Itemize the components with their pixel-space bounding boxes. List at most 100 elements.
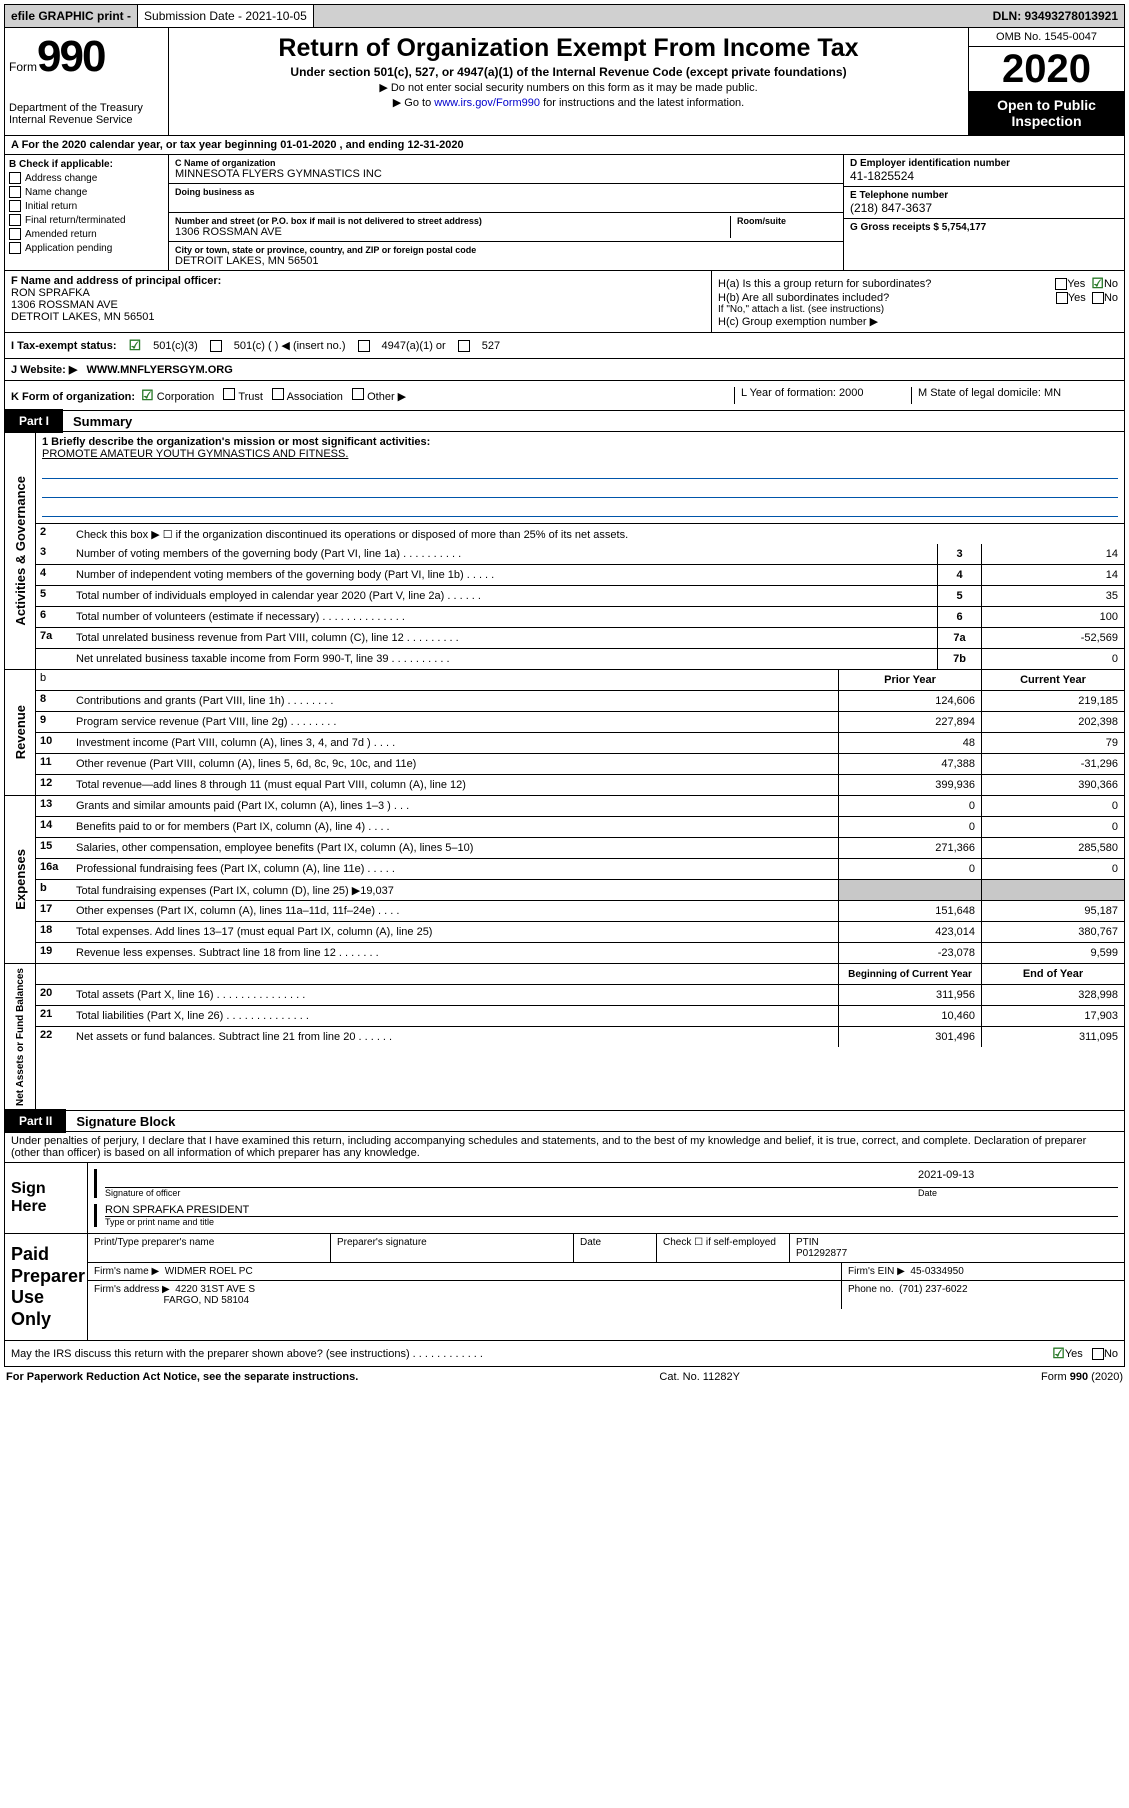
officer-addr2: DETROIT LAKES, MN 56501 bbox=[11, 311, 705, 323]
assoc-box[interactable] bbox=[272, 388, 284, 400]
perjury-text: Under penalties of perjury, I declare th… bbox=[4, 1132, 1125, 1163]
tel-label: E Telephone number bbox=[850, 190, 1118, 201]
ha-yes-box[interactable] bbox=[1055, 278, 1067, 290]
dba-label: Doing business as bbox=[175, 187, 837, 197]
gov-line: 4Number of independent voting members of… bbox=[36, 565, 1124, 586]
form-id-cell: Form 990 Department of the Treasury Inte… bbox=[5, 28, 169, 135]
firm-phone-label: Phone no. bbox=[848, 1284, 894, 1295]
table-row: 16aProfessional fundraising fees (Part I… bbox=[36, 859, 1124, 880]
beginning-year-header: Beginning of Current Year bbox=[838, 964, 981, 984]
part-1-tab: Part I bbox=[5, 409, 63, 433]
ein-value: 41-1825524 bbox=[850, 169, 1118, 183]
gov-line: 7aTotal unrelated business revenue from … bbox=[36, 628, 1124, 649]
tel-value: (218) 847-3637 bbox=[850, 201, 1118, 215]
governance-sidebar: Activities & Governance bbox=[11, 472, 30, 630]
ptin-value: P01292877 bbox=[796, 1248, 847, 1259]
may-yes-check: ☑ bbox=[1052, 1345, 1065, 1362]
gov-line: 5Total number of individuals employed in… bbox=[36, 586, 1124, 607]
revenue-sidebar: Revenue bbox=[11, 701, 30, 763]
footer-left: For Paperwork Reduction Act Notice, see … bbox=[6, 1371, 358, 1383]
prep-sig-header: Preparer's signature bbox=[331, 1234, 574, 1262]
table-row: 13Grants and similar amounts paid (Part … bbox=[36, 796, 1124, 817]
irs-link[interactable]: www.irs.gov/Form990 bbox=[434, 97, 540, 109]
tax-status-label: I Tax-exempt status: bbox=[11, 340, 117, 352]
state-domicile: M State of legal domicile: MN bbox=[911, 387, 1118, 404]
website-label: J Website: ▶ bbox=[11, 364, 77, 376]
governance-section: Activities & Governance 1 Briefly descri… bbox=[4, 432, 1125, 670]
mission-question: 1 Briefly describe the organization's mi… bbox=[42, 436, 1118, 448]
trust-box[interactable] bbox=[223, 388, 235, 400]
colb-item[interactable]: Final return/terminated bbox=[9, 214, 164, 226]
form-number: 990 bbox=[37, 32, 104, 82]
hb-label: H(b) Are all subordinates included? bbox=[718, 292, 1056, 304]
officer-printed-name: RON SPRAFKA PRESIDENT bbox=[105, 1204, 1118, 1216]
addr-label: Number and street (or P.O. box if mail i… bbox=[175, 216, 730, 226]
current-year-header: Current Year bbox=[981, 670, 1124, 690]
prep-selfemp: Check ☐ if self-employed bbox=[657, 1234, 790, 1262]
form-title: Return of Organization Exempt From Incom… bbox=[179, 34, 958, 63]
colb-item[interactable]: Application pending bbox=[9, 242, 164, 254]
form-note-1: ▶ Do not enter social security numbers o… bbox=[179, 81, 958, 94]
part-2-tab: Part II bbox=[5, 1109, 66, 1133]
hb-no-box[interactable] bbox=[1092, 292, 1104, 304]
sign-here-label: Sign Here bbox=[5, 1163, 87, 1233]
sig-date: 2021-09-13 bbox=[918, 1169, 1118, 1187]
room-label: Room/suite bbox=[737, 216, 837, 226]
col-b-label: B Check if applicable: bbox=[9, 159, 164, 170]
table-row: 17Other expenses (Part IX, column (A), l… bbox=[36, 901, 1124, 922]
table-row: 21Total liabilities (Part X, line 26) . … bbox=[36, 1006, 1124, 1027]
501c3-check: ☑ bbox=[129, 337, 142, 354]
prep-name-header: Print/Type preparer's name bbox=[88, 1234, 331, 1262]
top-bar: efile GRAPHIC print - Submission Date - … bbox=[4, 4, 1125, 28]
501c-box[interactable] bbox=[210, 340, 222, 352]
may-discuss-row: May the IRS discuss this return with the… bbox=[4, 1341, 1125, 1367]
part-1-header: Part I Summary bbox=[4, 411, 1125, 432]
addr-value: 1306 ROSSMAN AVE bbox=[175, 226, 730, 238]
colb-item[interactable]: Address change bbox=[9, 172, 164, 184]
table-row: 9Program service revenue (Part VIII, lin… bbox=[36, 712, 1124, 733]
year-cell: OMB No. 1545-0047 2020 Open to Public In… bbox=[968, 28, 1124, 135]
form-word: Form bbox=[9, 60, 37, 74]
colb-item[interactable]: Amended return bbox=[9, 228, 164, 240]
tax-year: 2020 bbox=[969, 47, 1124, 91]
table-row: 15Salaries, other compensation, employee… bbox=[36, 838, 1124, 859]
colb-item[interactable]: Name change bbox=[9, 186, 164, 198]
officer-name: RON SPRAFKA bbox=[11, 287, 705, 299]
part-2-title: Signature Block bbox=[66, 1114, 175, 1129]
table-row: 20Total assets (Part X, line 16) . . . .… bbox=[36, 985, 1124, 1006]
col-d: D Employer identification number 41-1825… bbox=[843, 155, 1124, 270]
table-row: 18Total expenses. Add lines 13–17 (must … bbox=[36, 922, 1124, 943]
sig-officer-label: Signature of officer bbox=[105, 1187, 918, 1198]
ptin-label: PTIN bbox=[796, 1237, 819, 1248]
org-name-label: C Name of organization bbox=[175, 158, 837, 168]
hc-label: H(c) Group exemption number ▶ bbox=[718, 315, 1118, 328]
ein-label: D Employer identification number bbox=[850, 158, 1118, 169]
paid-preparer-label: Paid Preparer Use Only bbox=[5, 1234, 87, 1340]
end-year-header: End of Year bbox=[981, 964, 1124, 984]
table-row: 11Other revenue (Part VIII, column (A), … bbox=[36, 754, 1124, 775]
gov-line: 6Total number of volunteers (estimate if… bbox=[36, 607, 1124, 628]
colb-item[interactable]: Initial return bbox=[9, 200, 164, 212]
city-value: DETROIT LAKES, MN 56501 bbox=[175, 255, 837, 267]
table-row: bTotal fundraising expenses (Part IX, co… bbox=[36, 880, 1124, 901]
open-inspection: Open to Public Inspection bbox=[969, 91, 1124, 135]
header-block: Form 990 Department of the Treasury Inte… bbox=[4, 28, 1125, 136]
corp-check: ☑ bbox=[141, 387, 154, 403]
firm-ein-label: Firm's EIN ▶ bbox=[848, 1266, 905, 1277]
efile-label: efile GRAPHIC print - bbox=[5, 5, 138, 27]
dln-label: DLN: 93493278013921 bbox=[987, 5, 1124, 27]
table-row: 12Total revenue—add lines 8 through 11 (… bbox=[36, 775, 1124, 795]
form-subtitle: Under section 501(c), 527, or 4947(a)(1)… bbox=[179, 65, 958, 79]
part-2-header: Part II Signature Block bbox=[4, 1111, 1125, 1132]
gov-line: 2Check this box ▶ ☐ if the organization … bbox=[36, 524, 1124, 544]
form-note-2: ▶ Go to www.irs.gov/Form990 for instruct… bbox=[179, 96, 958, 109]
527-box[interactable] bbox=[458, 340, 470, 352]
may-no-box[interactable] bbox=[1092, 1348, 1104, 1360]
paid-preparer-row: Paid Preparer Use Only Print/Type prepar… bbox=[4, 1234, 1125, 1341]
gov-line: Net unrelated business taxable income fr… bbox=[36, 649, 1124, 669]
hb-yes-box[interactable] bbox=[1056, 292, 1068, 304]
other-box[interactable] bbox=[352, 388, 364, 400]
ha-no-check: ☑ bbox=[1091, 275, 1104, 292]
sign-here-row: Sign Here Signature of officer 2021-09-1… bbox=[4, 1163, 1125, 1234]
4947-box[interactable] bbox=[358, 340, 370, 352]
